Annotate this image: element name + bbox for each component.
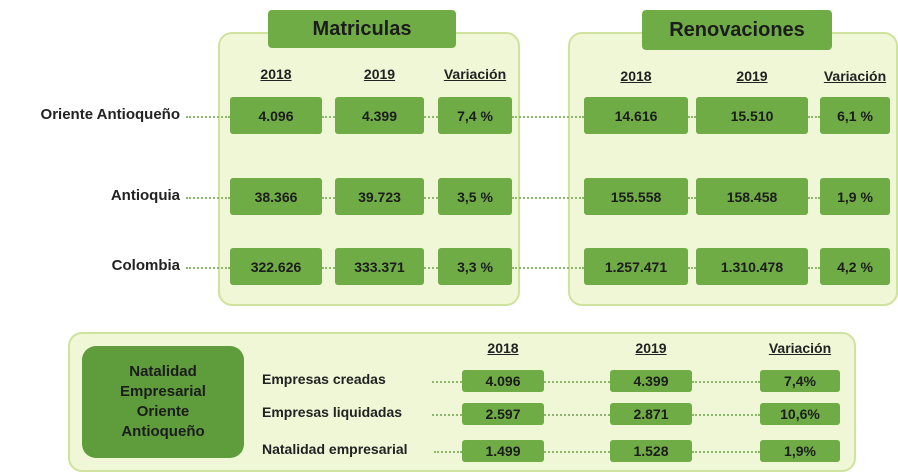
value-box: 158.458 (696, 178, 808, 215)
column-header: 2019 (635, 340, 667, 356)
dotted-connector (544, 381, 610, 383)
dotted-connector (688, 196, 696, 199)
row-label: Empresas liquidadas (262, 404, 403, 420)
dotted-connector (808, 196, 820, 199)
column-header: 2018 (487, 340, 519, 356)
value-box: 1.257.471 (584, 248, 688, 285)
title-line: Natalidad (129, 363, 197, 380)
dotted-connector (692, 414, 760, 416)
dotted-connector (432, 414, 462, 416)
title-line: Antioqueño (121, 423, 205, 440)
dotted-connector (512, 196, 584, 199)
natalidad-title: Natalidad Empresarial Oriente Antioqueño (82, 346, 244, 458)
title-line: Empresarial (120, 383, 206, 400)
value-box: 1.499 (462, 440, 544, 462)
value-box: 7,4 % (438, 97, 512, 134)
dotted-connector (322, 196, 335, 199)
value-box: 2.597 (462, 403, 544, 425)
value-box: 3,3 % (438, 248, 512, 285)
column-header: Variación (443, 66, 507, 82)
value-box: 39.723 (335, 178, 424, 215)
value-box: 2.871 (610, 403, 692, 425)
matriculas-title: Matriculas (268, 10, 456, 48)
value-box: 1,9 % (820, 178, 890, 215)
column-header: 2019 (363, 66, 396, 82)
dotted-connector (186, 196, 230, 199)
dotted-connector (432, 381, 462, 383)
value-box: 6,1 % (820, 97, 890, 134)
dotted-connector (692, 381, 760, 383)
dotted-connector (512, 115, 584, 118)
value-box: 3,5 % (438, 178, 512, 215)
dotted-connector (544, 451, 610, 453)
dotted-connector (808, 115, 820, 118)
dotted-connector (688, 266, 696, 269)
column-header: 2018 (620, 68, 652, 84)
dotted-connector (424, 115, 438, 118)
dotted-connector (424, 266, 438, 269)
value-box: 10,6% (760, 403, 840, 425)
dotted-connector (434, 451, 462, 453)
dotted-connector (688, 115, 696, 118)
dotted-connector (692, 451, 760, 453)
renovaciones-title: Renovaciones (642, 10, 832, 50)
value-box: 4.399 (335, 97, 424, 134)
column-header: Variación (823, 68, 887, 84)
dotted-connector (808, 266, 820, 269)
value-box: 1.310.478 (696, 248, 808, 285)
value-box: 333.371 (335, 248, 424, 285)
value-box: 322.626 (230, 248, 322, 285)
value-box: 1,9% (760, 440, 840, 462)
region-label: Colombia (111, 256, 180, 274)
region-label: Antioquia (110, 186, 180, 204)
value-box: 38.366 (230, 178, 322, 215)
column-header: Variación (768, 340, 832, 356)
dotted-connector (424, 196, 438, 199)
dotted-connector (186, 115, 230, 118)
value-box: 4,2 % (820, 248, 890, 285)
value-box: 4.399 (610, 370, 692, 392)
dotted-connector (322, 115, 335, 118)
value-box: 15.510 (696, 97, 808, 134)
value-box: 1.528 (610, 440, 692, 462)
dotted-connector (544, 414, 610, 416)
title-line: Oriente (136, 403, 190, 420)
value-box: 14.616 (584, 97, 688, 134)
dotted-connector (322, 266, 335, 269)
region-label: Oriente Antioqueño (40, 105, 180, 123)
dotted-connector (186, 266, 230, 269)
value-box: 7,4% (760, 370, 840, 392)
row-label: Natalidad empresarial (262, 441, 408, 457)
value-box: 155.558 (584, 178, 688, 215)
column-header: 2018 (260, 66, 292, 82)
value-box: 4.096 (462, 370, 544, 392)
row-label: Empresas creadas (262, 371, 386, 387)
column-header: 2019 (736, 68, 768, 84)
dotted-connector (512, 266, 584, 269)
value-box: 4.096 (230, 97, 322, 134)
